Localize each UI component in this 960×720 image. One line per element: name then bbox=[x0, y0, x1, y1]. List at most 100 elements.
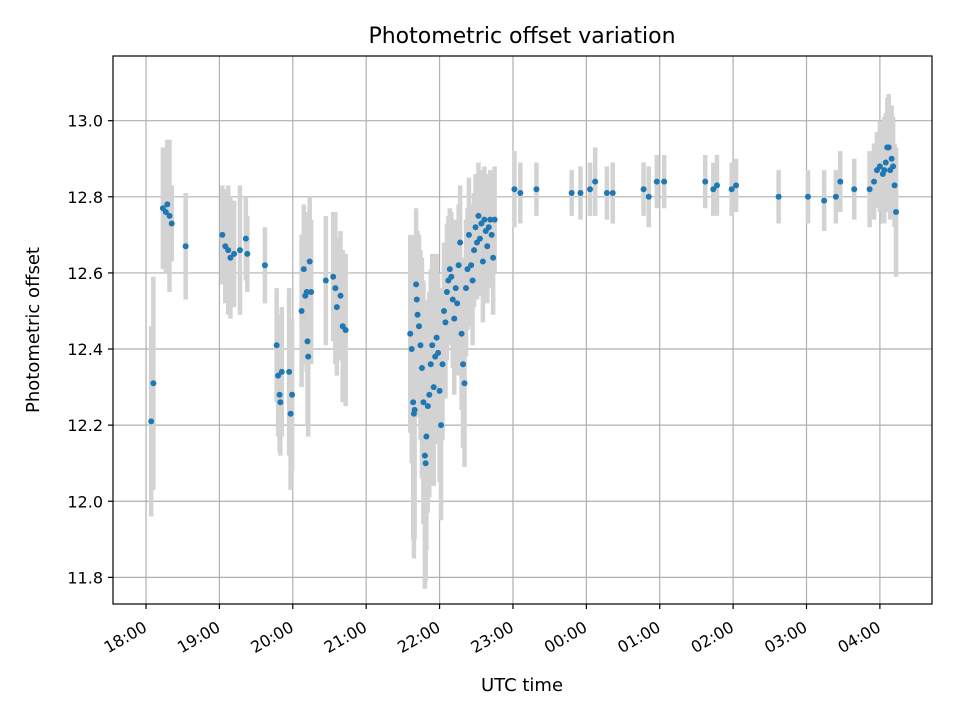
data-point bbox=[438, 422, 445, 429]
data-point bbox=[421, 452, 428, 459]
data-point bbox=[342, 327, 349, 333]
data-point bbox=[423, 433, 430, 440]
data-point bbox=[304, 338, 311, 345]
data-point bbox=[407, 330, 414, 337]
data-point bbox=[443, 288, 450, 295]
data-point bbox=[305, 353, 312, 360]
data-point bbox=[416, 323, 423, 330]
data-point bbox=[640, 186, 647, 193]
data-point bbox=[236, 247, 243, 254]
data-point bbox=[442, 319, 449, 326]
data-point bbox=[821, 197, 828, 204]
data-point bbox=[148, 418, 155, 425]
data-point bbox=[410, 399, 417, 406]
data-point bbox=[592, 178, 599, 185]
data-point bbox=[278, 368, 285, 375]
data-point bbox=[219, 231, 226, 238]
y-tick-label: 12.8 bbox=[67, 188, 103, 207]
data-point bbox=[653, 178, 660, 185]
data-point bbox=[472, 224, 479, 231]
data-point bbox=[451, 315, 458, 322]
data-point bbox=[481, 216, 488, 223]
data-point bbox=[286, 368, 293, 375]
data-point bbox=[485, 224, 492, 231]
data-point bbox=[276, 391, 283, 398]
data-point bbox=[225, 247, 232, 254]
data-point bbox=[460, 361, 467, 368]
data-point bbox=[475, 212, 482, 219]
data-point bbox=[261, 262, 268, 269]
data-point bbox=[162, 209, 169, 216]
data-point bbox=[436, 387, 443, 394]
data-point bbox=[275, 372, 282, 379]
data-point bbox=[890, 163, 897, 170]
data-point bbox=[491, 216, 498, 223]
data-point bbox=[426, 391, 433, 398]
data-points bbox=[148, 144, 900, 467]
data-point bbox=[866, 186, 873, 193]
plot-frame bbox=[112, 55, 933, 605]
data-point bbox=[804, 193, 811, 200]
data-point bbox=[168, 220, 175, 227]
data-point bbox=[710, 186, 717, 193]
data-point bbox=[424, 403, 431, 410]
data-point bbox=[490, 254, 497, 261]
data-point bbox=[449, 296, 456, 303]
y-tick-label: 12.2 bbox=[67, 416, 103, 435]
data-point bbox=[469, 277, 476, 284]
data-point bbox=[418, 365, 425, 372]
data-point bbox=[876, 163, 883, 170]
data-point bbox=[414, 311, 421, 318]
data-point bbox=[832, 193, 839, 200]
data-point bbox=[166, 212, 173, 219]
data-point bbox=[439, 361, 446, 368]
data-point bbox=[882, 159, 889, 166]
data-point bbox=[306, 258, 313, 265]
data-point bbox=[702, 178, 709, 185]
data-point bbox=[484, 243, 491, 250]
data-point bbox=[479, 258, 486, 265]
data-point bbox=[461, 380, 468, 387]
data-point bbox=[457, 239, 464, 246]
data-point bbox=[227, 254, 234, 261]
data-point bbox=[429, 342, 436, 349]
data-point bbox=[603, 190, 610, 196]
data-point bbox=[242, 235, 249, 242]
data-point bbox=[289, 391, 296, 398]
data-point bbox=[273, 342, 280, 349]
data-point bbox=[303, 288, 310, 295]
data-point bbox=[164, 201, 171, 208]
data-point bbox=[488, 231, 495, 238]
x-axis-label: UTC time bbox=[481, 675, 563, 696]
data-point bbox=[468, 262, 475, 269]
data-point bbox=[411, 406, 418, 413]
data-point bbox=[413, 296, 420, 303]
data-point bbox=[452, 285, 459, 292]
y-tick-label: 12.0 bbox=[67, 492, 103, 511]
data-point bbox=[455, 262, 462, 269]
data-point bbox=[337, 292, 344, 299]
data-point bbox=[713, 182, 720, 189]
data-point bbox=[435, 349, 442, 356]
data-point bbox=[446, 266, 453, 273]
data-point bbox=[568, 190, 575, 196]
data-point bbox=[487, 216, 494, 223]
data-point bbox=[511, 186, 518, 193]
data-point bbox=[330, 273, 337, 280]
y-tick-label: 13.0 bbox=[67, 112, 103, 131]
data-point bbox=[885, 144, 892, 151]
data-point bbox=[533, 186, 540, 193]
data-point bbox=[837, 178, 844, 185]
chart-title: Photometric offset variation bbox=[368, 24, 675, 49]
data-point bbox=[728, 186, 735, 193]
data-point bbox=[308, 288, 315, 295]
data-point bbox=[231, 250, 238, 257]
data-point bbox=[448, 273, 455, 280]
data-point bbox=[333, 304, 340, 311]
data-point bbox=[888, 155, 895, 162]
y-axis-ticks: 11.8 12.0 12.2 12.4 12.6 12.8 13.0 bbox=[67, 112, 113, 587]
y-axis-label: Photometric offset bbox=[23, 247, 44, 413]
data-point bbox=[517, 190, 524, 196]
